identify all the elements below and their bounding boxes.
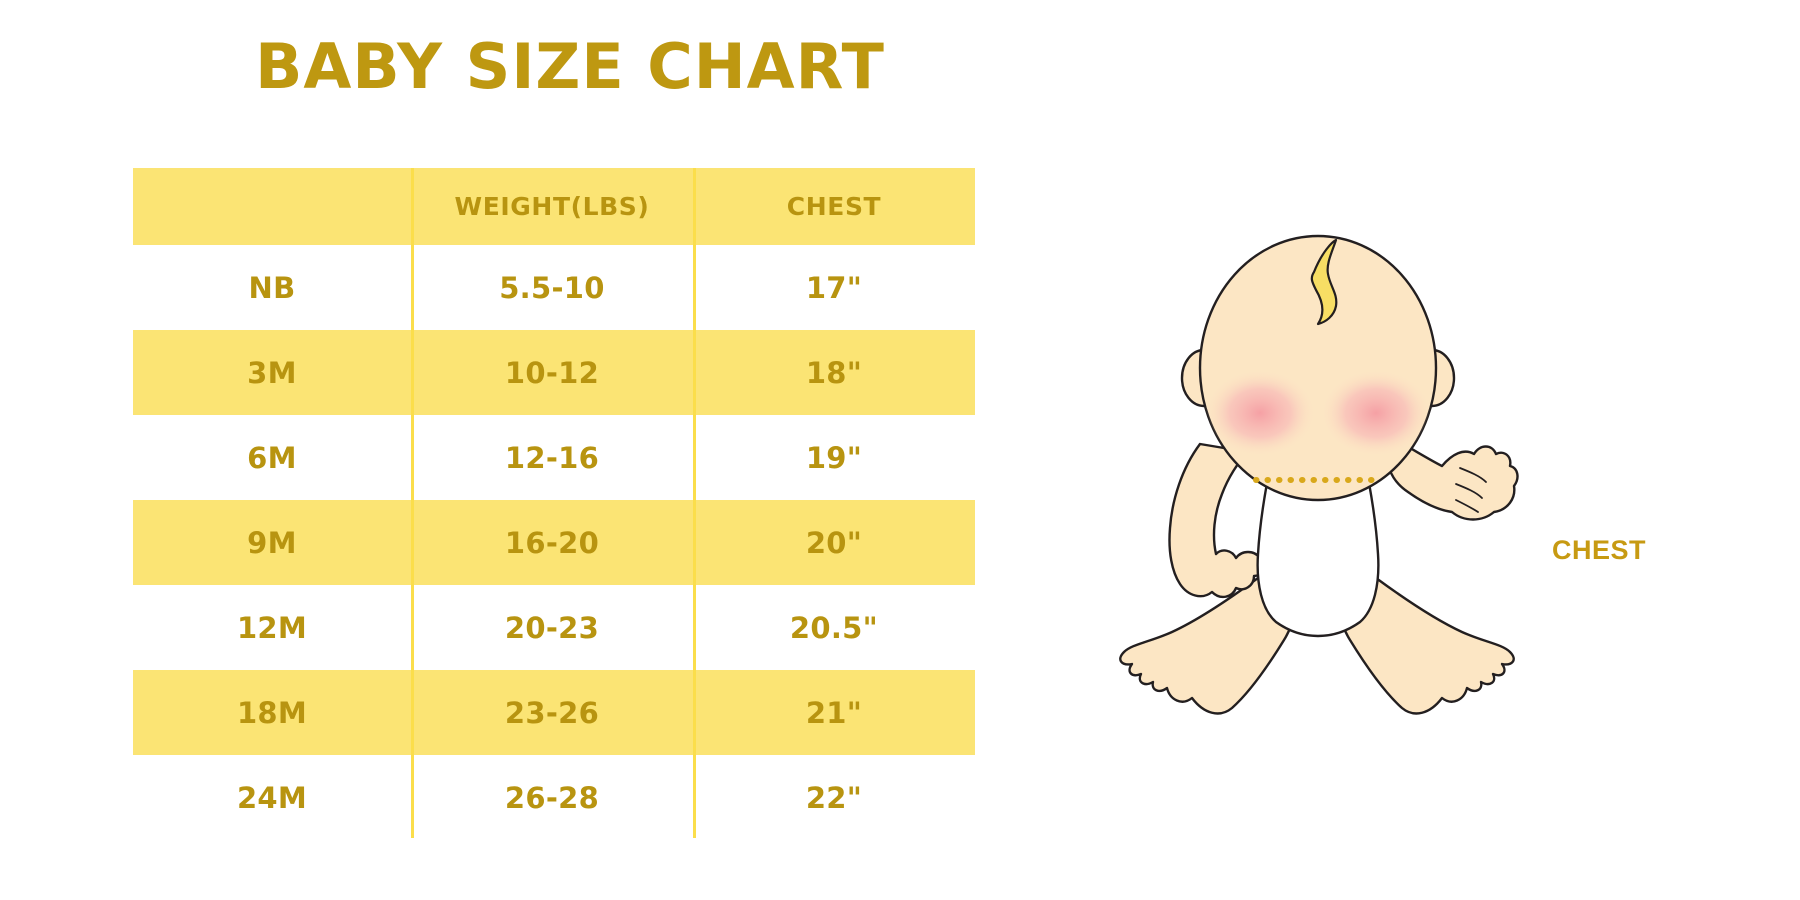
cell-weight: 23-26 [504, 695, 600, 730]
cell-chest: 21" [805, 695, 863, 730]
baby-left-leg [1119, 576, 1296, 715]
baby-hair-curl [1310, 238, 1338, 326]
cell-chest: 17" [805, 270, 863, 305]
page-title: BABY SIZE CHART [255, 30, 885, 103]
table-row: NB 5.5-10 17" [133, 245, 975, 330]
cell-chest: 20" [805, 525, 863, 560]
cell-weight: 5.5-10 [499, 270, 605, 305]
blush-left [1204, 369, 1316, 457]
baby-illustration [1119, 234, 1519, 715]
cell-weight: 10-12 [504, 355, 600, 390]
cell-size: 9M [247, 525, 297, 560]
baby-left-arm [1168, 442, 1265, 599]
cell-size: 24M [236, 780, 308, 815]
cell-size: NB [248, 270, 296, 305]
cell-weight: 26-28 [504, 780, 600, 815]
table-row: 6M 12-16 19" [133, 415, 975, 500]
blush-right [1320, 369, 1432, 457]
cell-size: 3M [247, 355, 297, 390]
table-row: 12M 20-23 20.5" [133, 585, 975, 670]
table-header-row: WEIGHT(LBS) CHEST [133, 168, 975, 245]
column-header-chest: CHEST [786, 192, 882, 221]
column-divider-1 [411, 168, 414, 838]
cell-chest: 20.5" [789, 610, 879, 645]
cell-chest: 18" [805, 355, 863, 390]
column-divider-2 [693, 168, 696, 838]
baby-right-arm [1386, 438, 1519, 521]
table-row: 24M 26-28 22" [133, 755, 975, 840]
cell-chest: 22" [805, 780, 863, 815]
cell-weight: 12-16 [504, 440, 600, 475]
cell-size: 18M [236, 695, 308, 730]
table-row: 3M 10-12 18" [133, 330, 975, 415]
cell-size: 6M [247, 440, 297, 475]
cell-weight: 16-20 [504, 525, 600, 560]
column-header-weight: WEIGHT(LBS) [454, 192, 650, 221]
cell-chest: 19" [805, 440, 863, 475]
cell-size: 12M [236, 610, 308, 645]
baby-head [1180, 234, 1456, 502]
table-row: 9M 16-20 20" [133, 500, 975, 585]
chest-label: CHEST [1552, 535, 1647, 565]
size-table: WEIGHT(LBS) CHEST NB 5.5-10 17" 3M 10-12… [133, 168, 975, 840]
table-row: 18M 23-26 21" [133, 670, 975, 755]
baby-right-leg [1338, 576, 1515, 715]
cell-weight: 20-23 [504, 610, 600, 645]
